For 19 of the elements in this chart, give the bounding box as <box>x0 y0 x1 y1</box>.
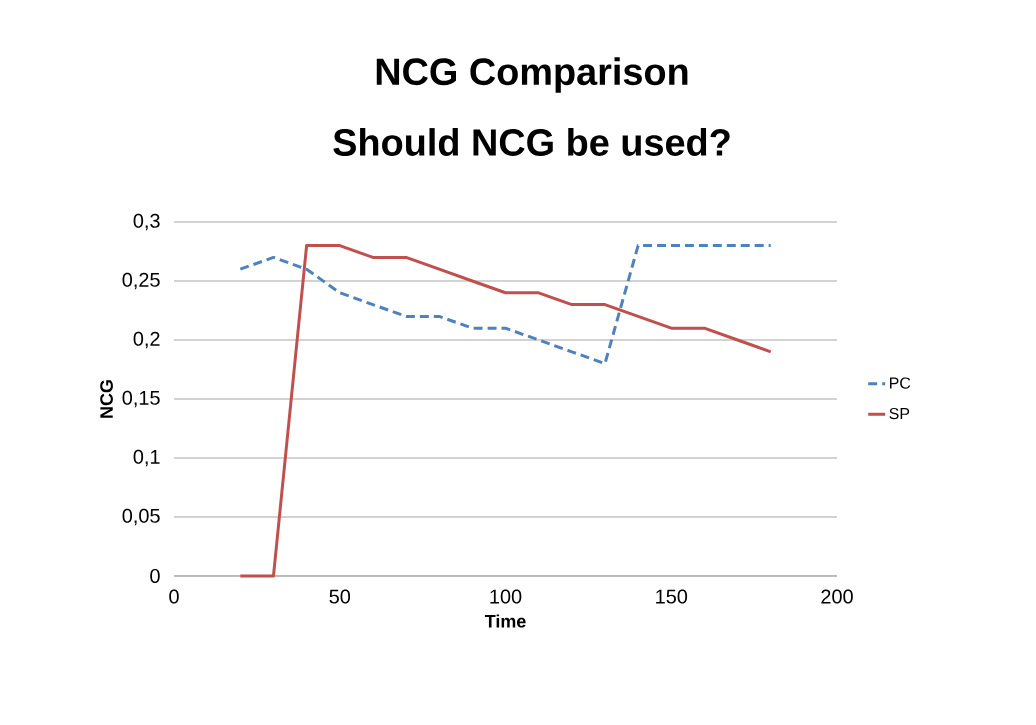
x-tick-label: 50 <box>329 589 351 604</box>
y-tick-label: 0,25 <box>122 272 160 290</box>
line-series <box>238 244 773 578</box>
y-tick-label: 0,1 <box>133 449 160 467</box>
chart-subtitle: Should NCG be used? <box>333 128 730 156</box>
y-tick-label: 0,15 <box>122 390 160 408</box>
x-tick-label: 150 <box>656 589 688 604</box>
legend-label: SP <box>889 407 910 420</box>
legend-label: PC <box>890 377 911 389</box>
y-tick-label: 0,05 <box>122 508 160 526</box>
x-tick-label: 100 <box>490 589 522 604</box>
x-tick-label: 0 <box>169 589 179 604</box>
chart-title: NCG Comparison <box>376 57 688 93</box>
x-axis-title: Time <box>484 614 526 628</box>
y-tick-label: 0,2 <box>133 331 160 349</box>
y-axis-title: NCG <box>100 380 113 418</box>
x-tick-label: 200 <box>821 589 853 604</box>
y-tick-label: 0 <box>150 568 160 584</box>
y-tick-label: 0,3 <box>133 213 160 231</box>
